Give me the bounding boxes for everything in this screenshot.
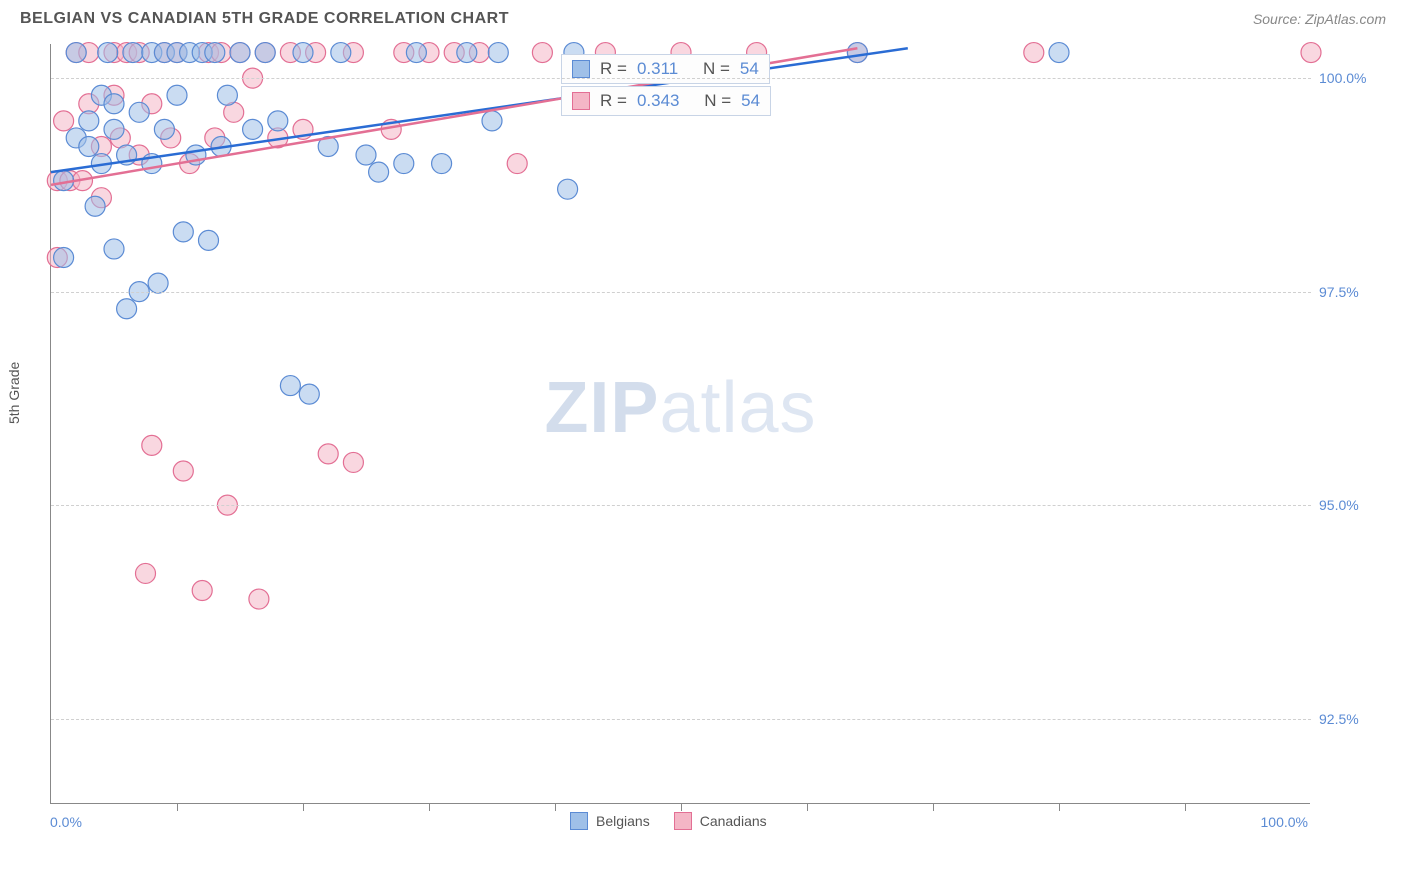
legend: Belgians Canadians <box>570 812 767 830</box>
data-point <box>85 196 105 216</box>
x-tick <box>177 803 178 811</box>
legend-swatch-belgians <box>570 812 588 830</box>
data-point <box>532 43 552 63</box>
data-point <box>104 119 124 139</box>
gridline-h <box>51 292 1311 293</box>
x-tick <box>933 803 934 811</box>
plot-area: ZIPatlas R = 0.311 N = 54 R = 0.343 N = … <box>50 44 1310 804</box>
data-point <box>66 43 86 63</box>
data-point <box>369 162 389 182</box>
stats-r-label: R = <box>600 59 627 79</box>
data-point <box>280 376 300 396</box>
stats-box-canadians: R = 0.343 N = 54 <box>561 86 771 116</box>
legend-label-belgians: Belgians <box>596 813 650 829</box>
data-point <box>54 111 74 131</box>
x-tick <box>1059 803 1060 811</box>
plot-svg <box>51 44 1311 804</box>
data-point <box>117 299 137 319</box>
data-point <box>558 179 578 199</box>
stats-swatch-canadians <box>572 92 590 110</box>
data-point <box>1301 43 1321 63</box>
data-point <box>98 43 118 63</box>
data-point <box>318 444 338 464</box>
data-point <box>432 154 452 174</box>
stats-n-value-canadians: 54 <box>741 91 760 111</box>
data-point <box>457 43 477 63</box>
data-point <box>1024 43 1044 63</box>
legend-item-canadians: Canadians <box>674 812 767 830</box>
x-tick <box>429 803 430 811</box>
data-point <box>154 119 174 139</box>
stats-r-value-canadians: 0.343 <box>637 91 680 111</box>
stats-n-value-belgians: 54 <box>740 59 759 79</box>
data-point <box>343 452 363 472</box>
gridline-h <box>51 505 1311 506</box>
data-point <box>331 43 351 63</box>
data-point <box>356 145 376 165</box>
y-tick-label: 92.5% <box>1319 711 1359 727</box>
data-point <box>79 136 99 156</box>
data-point <box>173 222 193 242</box>
x-tick <box>807 803 808 811</box>
data-point <box>268 111 288 131</box>
chart-header: BELGIAN VS CANADIAN 5TH GRADE CORRELATIO… <box>0 0 1406 34</box>
data-point <box>199 230 219 250</box>
data-point <box>1049 43 1069 63</box>
data-point <box>293 43 313 63</box>
data-point <box>192 581 212 601</box>
data-point <box>406 43 426 63</box>
gridline-h <box>51 78 1311 79</box>
data-point <box>488 43 508 63</box>
x-tick <box>681 803 682 811</box>
stats-swatch-belgians <box>572 60 590 78</box>
data-point <box>255 43 275 63</box>
data-point <box>507 154 527 174</box>
chart-source: Source: ZipAtlas.com <box>1253 11 1386 27</box>
y-axis-title: 5th Grade <box>6 362 22 424</box>
gridline-h <box>51 719 1311 720</box>
data-point <box>142 435 162 455</box>
data-point <box>173 461 193 481</box>
x-axis-min-label: 0.0% <box>50 814 82 830</box>
y-tick-label: 95.0% <box>1319 497 1359 513</box>
data-point <box>217 85 237 105</box>
legend-swatch-canadians <box>674 812 692 830</box>
chart-title: BELGIAN VS CANADIAN 5TH GRADE CORRELATIO… <box>20 10 509 28</box>
stats-n-label: N = <box>703 59 730 79</box>
stats-r-value-belgians: 0.311 <box>637 59 678 79</box>
data-point <box>129 102 149 122</box>
x-axis-max-label: 100.0% <box>1261 814 1308 830</box>
data-point <box>243 119 263 139</box>
stats-n-label: N = <box>704 91 731 111</box>
data-point <box>123 43 143 63</box>
data-point <box>394 154 414 174</box>
data-point <box>104 94 124 114</box>
stats-box-belgians: R = 0.311 N = 54 <box>561 54 770 84</box>
data-point <box>148 273 168 293</box>
data-point <box>104 239 124 259</box>
regression-line <box>51 48 908 172</box>
data-point <box>299 384 319 404</box>
chart-container: 5th Grade ZIPatlas R = 0.311 N = 54 R = … <box>50 44 1390 834</box>
x-tick <box>303 803 304 811</box>
data-point <box>847 43 867 63</box>
x-tick <box>555 803 556 811</box>
data-point <box>249 589 269 609</box>
legend-label-canadians: Canadians <box>700 813 767 829</box>
data-point <box>54 247 74 267</box>
stats-r-label: R = <box>600 91 627 111</box>
data-point <box>79 111 99 131</box>
data-point <box>136 563 156 583</box>
legend-item-belgians: Belgians <box>570 812 650 830</box>
y-tick-label: 97.5% <box>1319 284 1359 300</box>
data-point <box>167 85 187 105</box>
x-tick <box>1185 803 1186 811</box>
y-tick-label: 100.0% <box>1319 70 1366 86</box>
data-point <box>482 111 502 131</box>
data-point <box>205 43 225 63</box>
data-point <box>230 43 250 63</box>
